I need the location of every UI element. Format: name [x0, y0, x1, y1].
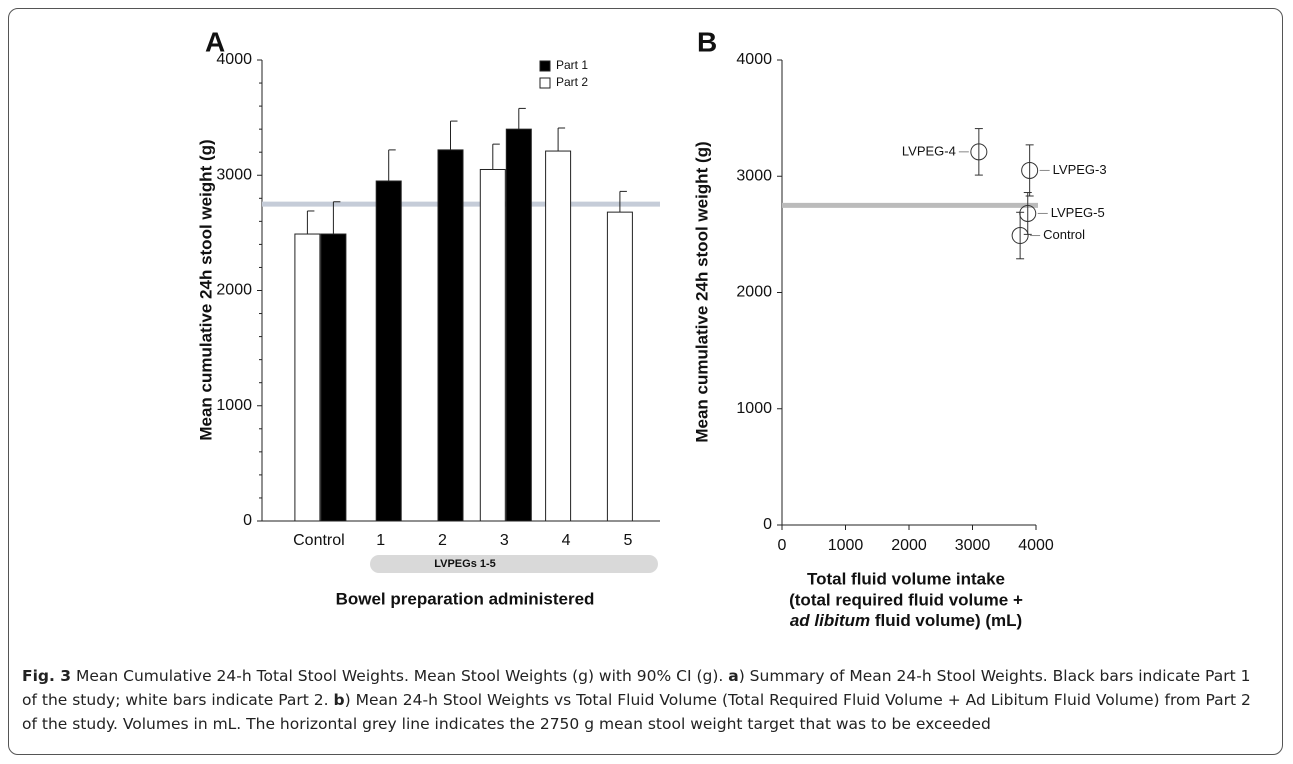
- x-tick-label: 3: [500, 532, 509, 549]
- y-tick-label: 3000: [736, 167, 772, 184]
- group-label: LVPEGs 1-5: [434, 558, 496, 570]
- caption-text: Fig. 3: [22, 667, 72, 685]
- x-tick-label: 3000: [955, 537, 991, 554]
- figure-frame: [8, 8, 1283, 755]
- x-tick-label: 4: [562, 532, 571, 549]
- y-tick-label: 0: [763, 516, 772, 533]
- bar: [437, 149, 464, 522]
- y-tick-label: 0: [243, 512, 252, 529]
- legend-label: Part 1: [556, 58, 588, 72]
- x-tick-label: 1000: [828, 537, 864, 554]
- y-tick-label: 2000: [736, 284, 772, 301]
- bar: [479, 168, 506, 522]
- bar: [375, 180, 402, 522]
- x-axis-label-part: fluid volume) (mL): [870, 611, 1022, 630]
- bar: [545, 150, 572, 522]
- point-label: LVPEG-4: [902, 143, 956, 158]
- caption-text: b: [333, 691, 345, 709]
- y-axis-label: Mean cumulative 24h stool weight (g): [692, 141, 711, 442]
- point: [1021, 161, 1039, 179]
- x-axis-label-part: ad libitum: [790, 611, 870, 630]
- point: [970, 143, 988, 161]
- bar: [294, 233, 321, 522]
- caption: Fig. 3 Mean Cumulative 24-h Total Stool …: [22, 664, 1267, 736]
- bar: [606, 211, 633, 522]
- caption-text: ) Summary of Mean 24-h Stool Weights. Bl…: [22, 667, 1251, 709]
- point-label: LVPEG-5: [1051, 205, 1105, 220]
- bar: [320, 233, 347, 522]
- legend-label: Part 2: [556, 75, 588, 89]
- y-axis-label: Mean cumulative 24h stool weight (g): [196, 139, 215, 440]
- y-tick-label: 4000: [736, 51, 772, 68]
- x-axis-label: Bowel preparation administered: [336, 589, 595, 608]
- y-tick-label: 1000: [216, 397, 252, 414]
- bar: [505, 128, 532, 522]
- legend-swatch: [539, 60, 551, 72]
- x-tick-label: 2000: [891, 537, 927, 554]
- x-tick-label: 2: [438, 532, 447, 549]
- point: [1011, 227, 1029, 245]
- caption-text: ) Mean 24-h Stool Weights vs Total Fluid…: [22, 691, 1251, 733]
- x-tick-label: 1: [376, 532, 385, 549]
- panel-label: B: [697, 26, 717, 57]
- x-tick-label: 5: [623, 532, 632, 549]
- y-tick-label: 3000: [216, 166, 252, 183]
- figure: A 0 1000 2000 3000 4000 Control 1 2 3 4 5 LVPEGs 1-5…: [196, 26, 1107, 630]
- y-tick-label: 1000: [736, 400, 772, 417]
- y-tick-label: 2000: [216, 282, 252, 299]
- caption-text: a: [728, 667, 739, 685]
- group-band: [370, 555, 658, 573]
- caption-text: Mean Cumulative 24-h Total Stool Weights…: [71, 667, 729, 685]
- x-tick-label: Control: [293, 532, 345, 549]
- x-axis-label: Total fluid volume intake: [807, 569, 1005, 588]
- y-tick-label: 4000: [216, 51, 252, 68]
- point-label: Control: [1043, 227, 1085, 242]
- x-axis-label: ad libitum fluid volume) (mL): [790, 611, 1022, 630]
- point-label: LVPEG-3: [1053, 162, 1107, 177]
- x-tick-label: 0: [778, 537, 787, 554]
- x-tick-label: 4000: [1018, 537, 1054, 554]
- legend-swatch: [539, 77, 551, 89]
- panel-label: A: [205, 26, 225, 57]
- x-axis-label: (total required fluid volume +: [789, 590, 1023, 609]
